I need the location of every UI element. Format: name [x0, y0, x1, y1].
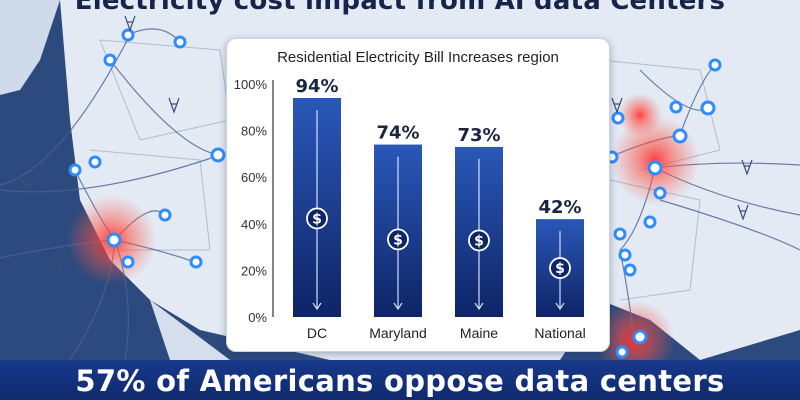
page-title: Electricity cost impact from AI data Cen… — [74, 0, 726, 16]
data-label: 74% — [376, 123, 419, 144]
dollar-circle-icon: $ — [468, 229, 490, 252]
dollar-circle-icon: $ — [306, 207, 328, 230]
dollar-circle-icon: $ — [387, 228, 409, 251]
y-tick-label: 40% — [241, 217, 267, 232]
category-label: Maryland — [369, 325, 427, 341]
svg-text:$: $ — [312, 211, 322, 227]
bar-chart: 0% 20% 40% 60% 80% 100% $94% DC $74% Maryland $73%… — [234, 76, 586, 341]
data-label: 94% — [295, 76, 338, 97]
svg-text:$: $ — [555, 261, 565, 277]
y-tick-label: 60% — [241, 170, 267, 185]
y-tick-label: 80% — [241, 124, 267, 139]
bar-arrow-head — [474, 302, 484, 311]
svg-text:$: $ — [393, 232, 403, 248]
chart-panel: Residential Electricity Bill Increases r… — [226, 38, 610, 352]
banner-text: 57% of Americans oppose data centers — [75, 364, 725, 398]
y-tick-label: 20% — [241, 263, 267, 278]
category-label: National — [534, 325, 585, 341]
y-tick-label: 100% — [234, 77, 268, 92]
data-label: 42% — [538, 197, 581, 218]
category-label: DC — [307, 325, 327, 341]
bar-arrow-head — [393, 302, 403, 311]
data-label: 73% — [457, 125, 500, 146]
dollar-circle-icon: $ — [549, 257, 571, 279]
chart-title: Residential Electricity Bill Increases r… — [277, 49, 559, 66]
svg-text:$: $ — [474, 233, 484, 249]
bar-arrow-head — [555, 302, 565, 311]
bar-arrow-head — [312, 302, 322, 311]
category-label: Maine — [460, 325, 498, 341]
bottom-banner — [0, 360, 800, 400]
y-tick-label: 0% — [248, 310, 267, 325]
